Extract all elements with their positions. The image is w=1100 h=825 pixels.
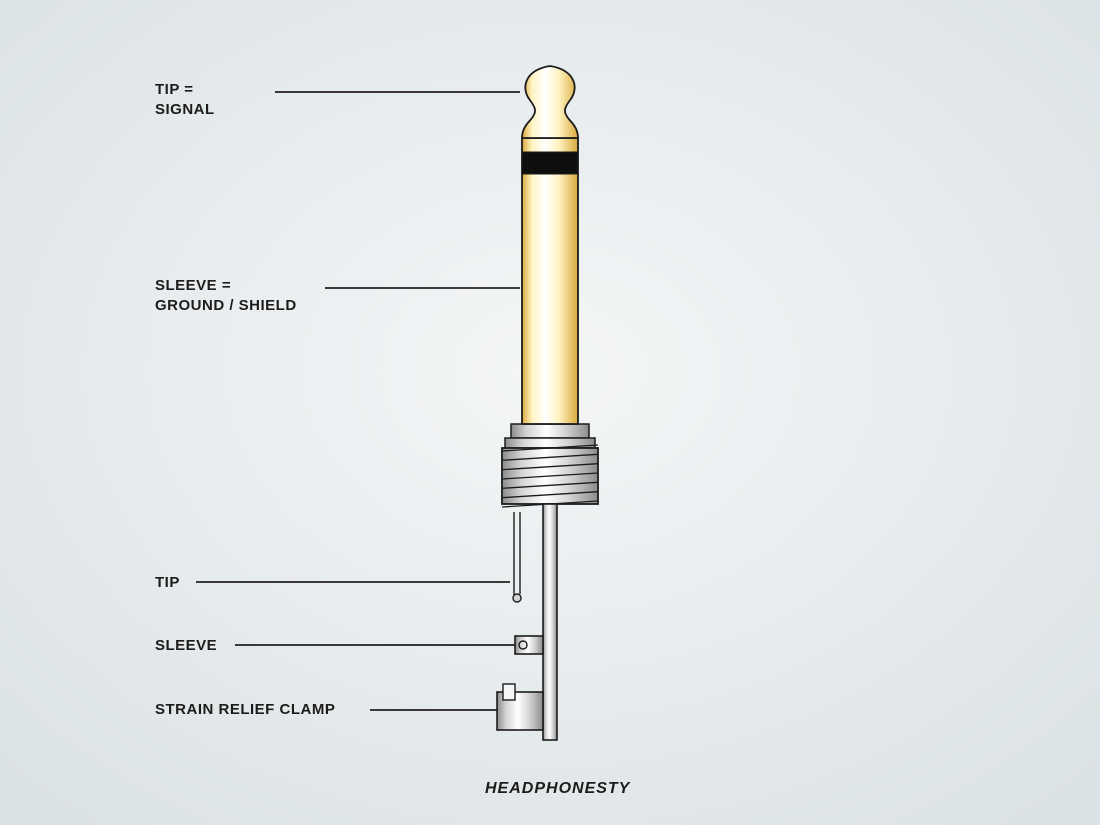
label-sleeve-tab: SLEEVE	[155, 636, 217, 656]
label-sleeve-ground: SLEEVE = GROUND / SHIELD	[155, 276, 297, 315]
label-strain-relief: STRAIN RELIEF CLAMP	[155, 700, 335, 720]
brand-footer: HEADPHONESTY	[485, 780, 630, 798]
label-tip-signal: TIP = SIGNAL	[155, 80, 215, 119]
diagram-canvas: TIP = SIGNAL SLEEVE = GROUND / SHIELD TI…	[0, 0, 1100, 825]
label-tip-pin: TIP	[155, 573, 180, 593]
